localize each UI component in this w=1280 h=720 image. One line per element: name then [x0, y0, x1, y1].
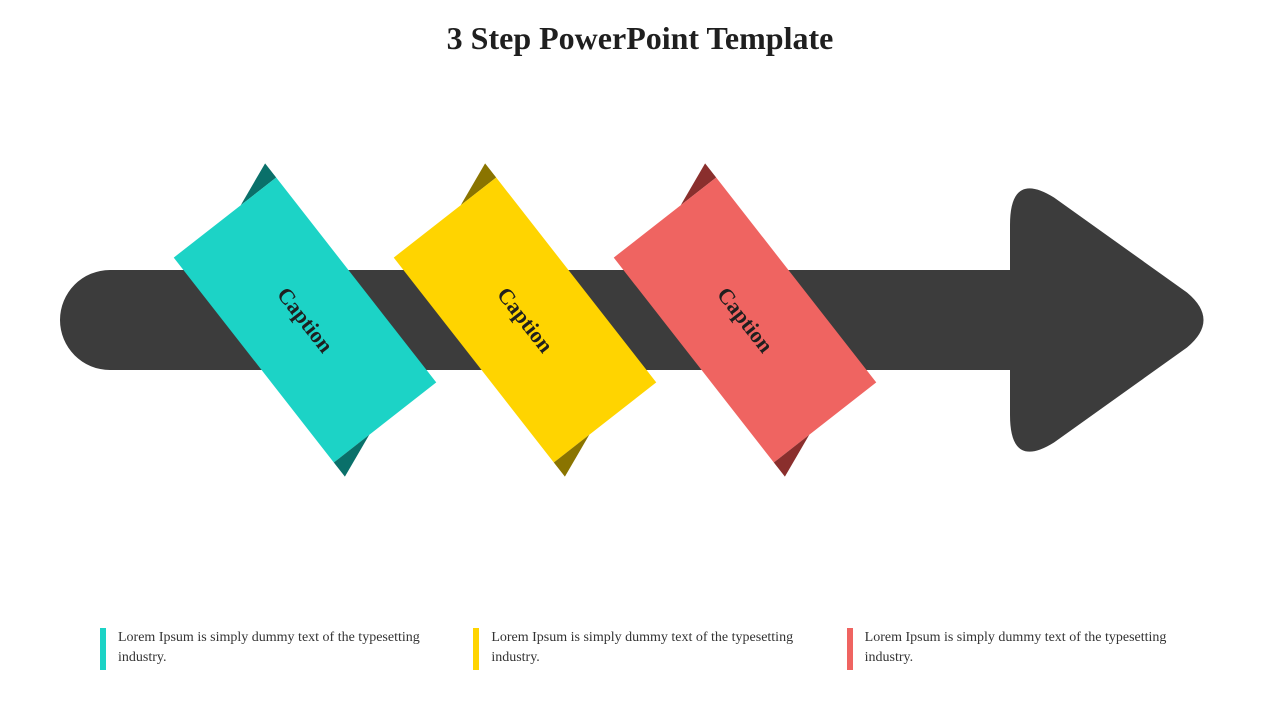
ribbon-3-label: Caption — [711, 282, 778, 358]
ribbon-2-label: Caption — [491, 282, 558, 358]
caption-item-2: Lorem Ipsum is simply dummy text of the … — [473, 628, 806, 670]
captions-row: Lorem Ipsum is simply dummy text of the … — [100, 628, 1180, 670]
caption-bar-1 — [100, 628, 106, 670]
ribbon-1-label: Caption — [271, 282, 338, 358]
arrow-diagram: Caption Caption Caption — [60, 150, 1220, 490]
caption-text-2: Lorem Ipsum is simply dummy text of the … — [491, 628, 806, 667]
slide-title: 3 Step PowerPoint Template — [0, 20, 1280, 57]
caption-bar-2 — [473, 628, 479, 670]
caption-text-1: Lorem Ipsum is simply dummy text of the … — [118, 628, 433, 667]
caption-text-3: Lorem Ipsum is simply dummy text of the … — [865, 628, 1180, 667]
caption-bar-3 — [847, 628, 853, 670]
caption-item-3: Lorem Ipsum is simply dummy text of the … — [847, 628, 1180, 670]
caption-item-1: Lorem Ipsum is simply dummy text of the … — [100, 628, 433, 670]
slide: 3 Step PowerPoint Template Caption Capti… — [0, 0, 1280, 720]
